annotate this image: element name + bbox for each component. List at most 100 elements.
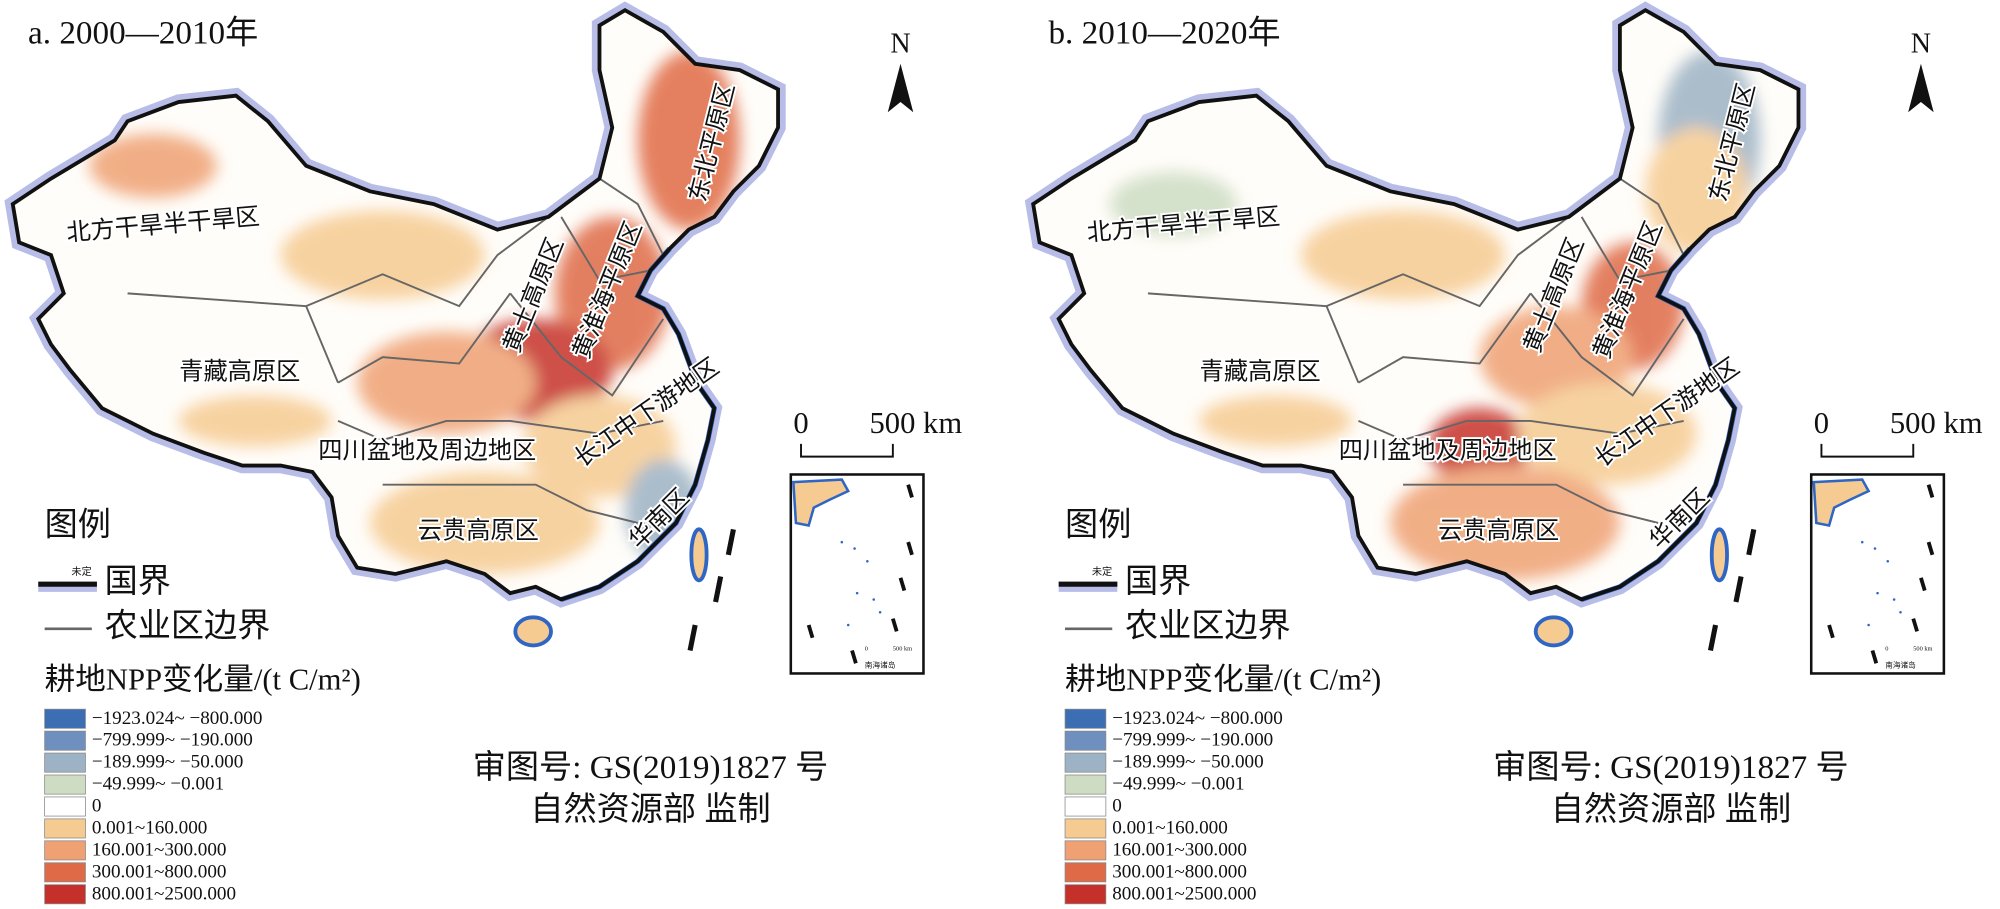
sea-border	[1707, 624, 1719, 652]
legend-class-label: −799.999~ −190.000	[1112, 730, 1273, 751]
legend-class-label: 800.001~2500.000	[1112, 883, 1256, 904]
legend-swatch	[44, 796, 86, 817]
zone-border	[598, 177, 665, 256]
zone-border	[305, 216, 550, 308]
island	[855, 591, 859, 595]
legend-title: 图例	[1065, 507, 1131, 544]
legend-swatch	[1064, 796, 1107, 817]
npp-pattern	[89, 51, 740, 574]
legend-border-label: 国界	[1125, 563, 1191, 600]
zone-border	[337, 292, 511, 384]
legend-class-label: 300.001~800.000	[1112, 861, 1247, 882]
scale-length: 500 km	[869, 406, 962, 440]
scale-zero: 0	[793, 406, 808, 440]
zone-border	[127, 292, 339, 384]
legend-swatch	[44, 730, 86, 751]
legend-class-label: 300.001~800.000	[92, 861, 227, 882]
scale-bar	[1820, 443, 1915, 458]
island	[846, 623, 850, 627]
inset-border	[850, 649, 858, 664]
panel-title: a. 2000—2010年	[28, 14, 258, 51]
region-label: 青藏高原区	[179, 358, 300, 385]
hainan	[513, 615, 553, 648]
legend-border-note: 未定	[1092, 565, 1112, 578]
panel-title: b. 2010—2020年	[1048, 14, 1280, 51]
region-label: 四川盆地及周边地区	[318, 437, 536, 464]
inset-border	[1919, 577, 1927, 592]
zone-border	[337, 419, 664, 442]
island	[872, 598, 875, 601]
legend-swatch	[44, 840, 86, 861]
inset-border	[1870, 649, 1879, 664]
scale-length: 500 km	[1890, 406, 1983, 440]
island	[1873, 547, 1877, 550]
region-label: 云贵高原区	[418, 518, 539, 545]
legend-npp-title: 耕地NPP变化量/(t C/m²)	[45, 662, 361, 696]
sea-border	[687, 624, 698, 652]
sea-border	[713, 576, 724, 603]
scale-bar	[800, 443, 894, 458]
island	[878, 610, 882, 614]
legend-class-label: −189.999~ −50.000	[1112, 752, 1263, 773]
legend-class-label: −1923.024~ −800.000	[92, 708, 263, 729]
npp-area	[1198, 395, 1353, 447]
inset-coast	[1812, 478, 1871, 527]
island	[840, 540, 844, 544]
region-label: 四川盆地及周边地区	[1339, 437, 1557, 464]
sea-border	[1733, 576, 1744, 603]
island	[1876, 591, 1879, 595]
zone-border	[1580, 216, 1672, 282]
legend-class-label: 800.001~2500.000	[92, 883, 236, 904]
island	[866, 559, 869, 563]
npp-area	[178, 395, 332, 447]
npp-area	[1517, 382, 1697, 485]
npp-area	[89, 133, 217, 198]
approval-text: 自然资源部 监制	[1551, 791, 1791, 828]
inset-border	[891, 618, 899, 632]
taiwan	[1709, 527, 1729, 583]
legend-class-label: 160.001~300.000	[1112, 839, 1247, 860]
legend-swatch	[1064, 708, 1107, 729]
inset-border	[1827, 624, 1835, 639]
legend-swatch	[44, 818, 86, 839]
north-label: N	[890, 28, 910, 59]
approval-text: 审图号: GS(2019)1827 号	[1493, 749, 1849, 786]
hainan	[1533, 615, 1574, 648]
zone-border	[382, 483, 638, 524]
island	[1899, 610, 1902, 614]
approval-text: 审图号: GS(2019)1827 号	[473, 749, 829, 786]
inset-border	[906, 541, 914, 556]
legend-class-label: 0.001~160.000	[1112, 817, 1228, 838]
zone-border	[560, 216, 651, 282]
north-arrow	[1908, 63, 1934, 113]
legend-class-label: −799.999~ −190.000	[92, 730, 253, 751]
npp-area	[1479, 306, 1633, 409]
sea-border	[1746, 528, 1757, 556]
legend-npp-title: 耕地NPP变化量/(t C/m²)	[1065, 662, 1381, 696]
legend-swatch	[44, 752, 86, 773]
inset-zero: 0	[865, 646, 868, 653]
zone-border	[1326, 216, 1570, 308]
npp-area	[369, 471, 600, 574]
north-arrow	[887, 63, 914, 113]
zone-border	[1358, 419, 1684, 442]
region-label: 云贵高原区	[1438, 518, 1559, 545]
zone-border	[509, 292, 665, 397]
zone-border	[1147, 292, 1360, 384]
inset-label: 南海诸岛	[1885, 660, 1916, 670]
island	[1867, 623, 1870, 627]
legend-swatch	[1064, 862, 1107, 883]
inset-coast	[792, 478, 850, 527]
inset-border	[898, 577, 907, 592]
npp-pattern	[1109, 51, 1761, 581]
inset-border	[1911, 618, 1919, 632]
island	[1886, 559, 1890, 563]
npp-area	[522, 395, 677, 498]
legend-class-label: 160.001~300.000	[92, 839, 227, 860]
legend-class-label: 0	[1112, 796, 1122, 817]
inset-label: 南海诸岛	[865, 660, 896, 670]
legend-swatch	[44, 884, 86, 905]
